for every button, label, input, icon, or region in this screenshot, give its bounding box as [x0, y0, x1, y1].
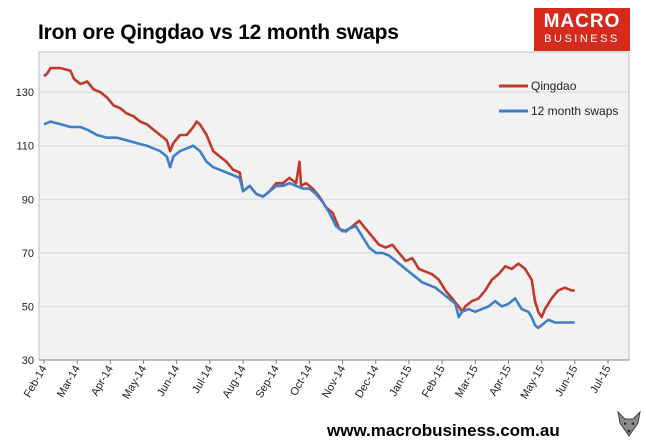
x-tick-label: Jun-15 [553, 364, 580, 399]
legend-label: 12 month swaps [531, 104, 618, 118]
x-tick-label: May-14 [120, 364, 149, 402]
logo-line-2: BUSINESS [544, 33, 620, 45]
x-tick-label: Jun-14 [155, 364, 182, 399]
series-line-qingdao [43, 66, 575, 319]
x-tick-label: Nov-14 [320, 364, 348, 401]
wolf-mascot-icon [617, 410, 641, 437]
legend-label: Qingdao [531, 79, 577, 93]
series-layer [43, 66, 575, 330]
x-tick-label: Apr-15 [487, 364, 514, 399]
legend: Qingdao 12 month swaps [499, 79, 618, 118]
x-tick-label: Mar-15 [453, 364, 481, 400]
y-tick-label: 110 [16, 141, 34, 153]
x-tick-label: Jan-15 [387, 364, 414, 399]
plot-area [38, 51, 630, 361]
x-tick-label: May-15 [519, 364, 548, 402]
x-tick-label: Feb-14 [22, 364, 50, 400]
x-tick-label: Feb-15 [420, 364, 448, 400]
y-tick-label: 90 [22, 194, 34, 206]
footer-url: www.macrobusiness.com.au [327, 421, 560, 440]
x-axis: Feb-14 Mar-14 Apr-14 May-14 Jun-14 Jul-14 Aug-… [22, 359, 629, 402]
logo-line-1: MACRO [543, 11, 621, 32]
x-tick-label: Dec-14 [353, 364, 381, 401]
y-tick-label: 130 [16, 87, 34, 99]
y-tick-label: 70 [22, 248, 34, 260]
chart-title: Iron ore Qingdao vs 12 month swaps [38, 21, 399, 44]
x-tick-label: Oct-14 [288, 364, 315, 399]
x-tick-label: Jul-14 [190, 364, 215, 396]
y-tick-label: 50 [22, 301, 34, 313]
x-tick-label: Sep-14 [254, 364, 282, 401]
x-tick-label: Apr-14 [89, 364, 116, 399]
x-tick-label: Jul-15 [588, 364, 613, 396]
macro-business-logo: MACRO BUSINESS [534, 8, 630, 51]
x-tick-label: Aug-14 [221, 364, 249, 401]
series-line-swaps [43, 120, 575, 330]
x-tick-label: Mar-14 [55, 364, 83, 400]
y-tick-label: 30 [22, 355, 34, 367]
y-axis: 30 50 70 90 110 130 [16, 87, 34, 367]
plot-background [38, 51, 630, 361]
